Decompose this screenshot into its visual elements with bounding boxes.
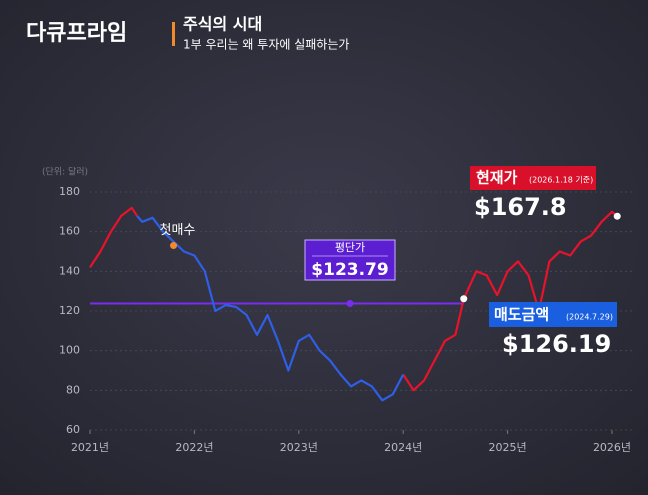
y-tick-label: 80 [66, 383, 80, 396]
average-value: $123.79 [311, 260, 388, 280]
y-tick-label: 180 [59, 185, 80, 198]
program-title: 주식의 시대 [183, 15, 262, 34]
x-tick-label: 2021년 [71, 441, 109, 454]
separator [172, 22, 175, 46]
first-buy-label: 첫매수 [160, 223, 196, 238]
y-tick-label: 100 [59, 344, 80, 357]
average-label: 평단가 [335, 241, 365, 254]
price-line [136, 215, 405, 402]
x-tick-label: 2023년 [280, 441, 318, 454]
y-tick-label: 160 [59, 225, 80, 238]
current-value: $167.8 [474, 193, 567, 221]
y-tick-label: 120 [59, 304, 80, 317]
x-tick-label: 2022년 [175, 441, 213, 454]
current-date: (2026.1.18 기준) [529, 176, 593, 185]
y-axis-label: (단위: 달러) [42, 166, 88, 178]
x-tick-label: 2025년 [489, 441, 527, 454]
x-tick-label: 2026년 [593, 441, 631, 454]
current-box [470, 166, 596, 190]
sell-box [489, 302, 617, 327]
current-dot [613, 212, 621, 220]
logo: 다큐프라임 [26, 21, 127, 46]
average-dot [346, 299, 354, 307]
y-tick-label: 60 [66, 423, 80, 436]
first-buy-dot [170, 242, 178, 250]
sell-label: 매도금액 [494, 306, 549, 324]
episode-title: 1부 우리는 왜 투자에 실패하는가 [183, 38, 349, 52]
sell-date: (2024.7.29) [566, 313, 613, 322]
sell-value: $126.19 [502, 330, 611, 358]
y-tick-label: 140 [59, 264, 80, 277]
plot: 60 80 100 120 140 160 180 2021년 2022년 2023년 2024년 2… [59, 185, 632, 454]
price-line [89, 206, 618, 392]
x-tick-label: 2024년 [384, 441, 422, 454]
average-box [304, 239, 396, 281]
sell-dot [460, 295, 468, 303]
current-label: 현재가 [476, 169, 518, 187]
